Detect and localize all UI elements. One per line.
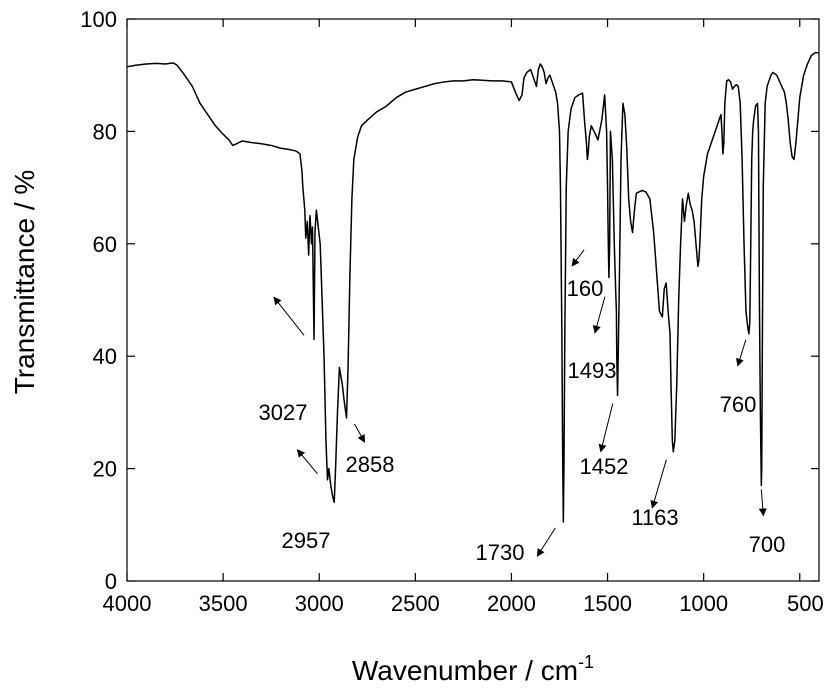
annotation-arrow — [736, 339, 747, 367]
peak-label: 1493 — [568, 358, 617, 383]
peak-label: 3027 — [259, 400, 308, 425]
x-axis-title-text: Wavenumber / cm — [352, 655, 578, 686]
annotation-arrow — [758, 489, 767, 517]
peak-label: 760 — [720, 392, 757, 417]
plot-frame — [126, 18, 820, 582]
x-tick-label: 2500 — [391, 591, 440, 616]
x-tick-label: 2000 — [487, 591, 536, 616]
y-tick-label: 20 — [93, 457, 117, 482]
annotation-arrow — [273, 296, 305, 336]
y-tick-label: 40 — [93, 344, 117, 369]
x-tick-label: 1000 — [679, 591, 728, 616]
peak-label: 160 — [567, 276, 604, 301]
x-tick-label: 500 — [787, 591, 824, 616]
x-axis: 4000 3500 3000 2500 2000 1500 1000 500 — [103, 19, 824, 616]
annotation-arrow — [592, 296, 606, 334]
x-axis-title: Wavenumber / cm-1 — [352, 652, 594, 686]
annotation-arrow — [598, 403, 614, 453]
x-tick-label: 3500 — [199, 591, 248, 616]
annotation-arrow — [354, 423, 366, 443]
annotation-arrow — [296, 449, 318, 475]
annotation-arrow — [536, 527, 556, 557]
annotation-arrow — [650, 459, 667, 509]
peak-label: 1730 — [476, 540, 525, 565]
y-axis: 0 20 40 60 80 100 — [80, 7, 819, 594]
annotation-arrow — [571, 249, 585, 267]
spectrum-line — [126, 51, 819, 523]
y-tick-label: 0 — [105, 569, 117, 594]
peak-label: 700 — [749, 532, 786, 557]
peak-annotations: 3027 2957 2858 1730 160 1493 1452 1163 760 700 — [259, 249, 786, 565]
y-axis-title: Transmittance / % — [9, 170, 40, 395]
y-tick-label: 80 — [93, 119, 117, 144]
x-tick-label: 3000 — [295, 591, 344, 616]
y-tick-label: 60 — [93, 232, 117, 257]
peak-label: 2858 — [346, 452, 395, 477]
x-axis-title-superscript: -1 — [578, 652, 594, 672]
x-tick-label: 1500 — [583, 591, 632, 616]
peak-label: 2957 — [282, 528, 331, 553]
y-tick-label: 100 — [80, 7, 117, 32]
peak-label: 1452 — [580, 454, 629, 479]
x-tick-label: 4000 — [103, 591, 152, 616]
peak-label: 1163 — [631, 505, 678, 530]
